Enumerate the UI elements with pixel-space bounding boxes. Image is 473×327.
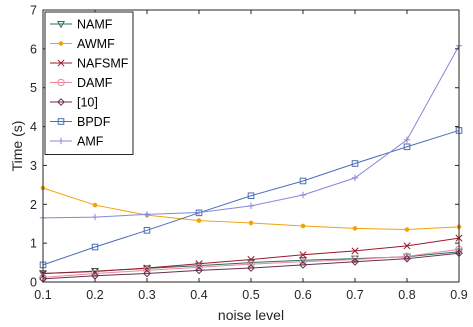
y-tick-label: 6 bbox=[30, 42, 37, 56]
x-tick-label: 0.4 bbox=[190, 288, 207, 302]
x-tick-label: 0.1 bbox=[34, 288, 51, 302]
data-point bbox=[351, 255, 359, 264]
data-point bbox=[351, 160, 359, 167]
legend-label: DAMF bbox=[77, 76, 113, 90]
legend-entry: [10] bbox=[50, 96, 98, 110]
data-point bbox=[352, 226, 358, 231]
series-amf bbox=[39, 42, 463, 222]
y-tick-label: 4 bbox=[30, 120, 37, 134]
legend-marker bbox=[57, 59, 65, 67]
x-tick-label: 0.3 bbox=[138, 288, 155, 302]
legend: NAMF AWMF NAFSMF DAMF [10] BPDF AMF bbox=[44, 11, 134, 155]
data-point bbox=[351, 174, 359, 182]
legend-marker bbox=[57, 98, 65, 106]
legend-label: AMF bbox=[77, 135, 104, 149]
data-point bbox=[195, 266, 203, 275]
x-tick-label: 0.7 bbox=[346, 288, 363, 302]
x-tick-label: 0.8 bbox=[398, 288, 415, 302]
series-line bbox=[42, 251, 460, 274]
data-point bbox=[91, 213, 99, 221]
legend-entry: AMF bbox=[50, 135, 104, 149]
data-point bbox=[298, 257, 308, 265]
y-tick-label: 1 bbox=[30, 237, 37, 251]
legend-marker bbox=[57, 137, 65, 145]
data-point bbox=[247, 202, 255, 210]
legend-entry: BPDF bbox=[50, 115, 111, 129]
data-point bbox=[299, 260, 307, 269]
legend-entry: AWMF bbox=[50, 37, 115, 51]
data-point bbox=[92, 202, 98, 208]
x-axis-title: noise level bbox=[218, 307, 284, 323]
y-tick-label: 3 bbox=[30, 159, 37, 173]
series-layer bbox=[38, 42, 464, 283]
y-tick-label: 7 bbox=[30, 4, 37, 18]
legend-marker bbox=[57, 118, 65, 125]
data-point bbox=[195, 209, 203, 216]
legend-box bbox=[44, 11, 134, 155]
data-point bbox=[351, 247, 359, 255]
data-point bbox=[91, 269, 99, 278]
x-tick-label: 0.9 bbox=[450, 288, 467, 302]
series-line bbox=[42, 252, 460, 280]
legend-marker bbox=[58, 41, 64, 46]
legend-entry: NAFSMF bbox=[50, 57, 129, 71]
y-tick-label: 5 bbox=[30, 81, 37, 95]
data-point bbox=[299, 177, 307, 185]
data-point bbox=[142, 265, 152, 273]
legend-entry: NAMF bbox=[50, 18, 113, 32]
data-point bbox=[91, 243, 99, 251]
series-nafsmf bbox=[39, 234, 463, 278]
data-point bbox=[143, 211, 151, 218]
y-axis-title: Time (s) bbox=[9, 121, 25, 172]
data-point bbox=[403, 242, 411, 250]
data-point bbox=[403, 254, 411, 263]
legend-entry: DAMF bbox=[50, 76, 113, 90]
data-point bbox=[143, 227, 151, 234]
ticks-layer: 0.1 0.2 0.3 0.4 0.5 0.6 0.7 0.8 0.9 0 1 2 3 4 5 6 7 bbox=[30, 4, 468, 303]
legend-label: NAFSMF bbox=[77, 57, 129, 71]
data-point bbox=[403, 143, 411, 151]
data-point bbox=[143, 269, 151, 278]
data-point bbox=[351, 257, 359, 266]
data-point bbox=[248, 220, 254, 226]
data-point bbox=[196, 218, 202, 223]
legend-marker bbox=[56, 20, 66, 29]
data-point bbox=[300, 223, 306, 229]
legend-label: AWMF bbox=[77, 37, 115, 51]
series-line bbox=[42, 248, 460, 278]
y-tick-label: 0 bbox=[30, 276, 37, 290]
data-point bbox=[247, 260, 255, 268]
legend-marker bbox=[57, 78, 65, 87]
x-tick-label: 0.5 bbox=[242, 288, 259, 302]
data-point bbox=[299, 191, 307, 199]
data-point bbox=[403, 252, 411, 261]
legend-label: BPDF bbox=[77, 115, 111, 129]
data-point bbox=[299, 251, 307, 259]
x-tick-label: 0.6 bbox=[294, 288, 311, 302]
data-point bbox=[404, 227, 410, 232]
data-point bbox=[247, 264, 255, 272]
data-point bbox=[403, 136, 411, 143]
legend-label: [10] bbox=[77, 96, 98, 110]
data-point bbox=[247, 192, 255, 200]
y-tick-label: 2 bbox=[30, 198, 37, 212]
x-tick-label: 0.2 bbox=[86, 288, 103, 302]
legend-label: NAMF bbox=[77, 18, 113, 32]
